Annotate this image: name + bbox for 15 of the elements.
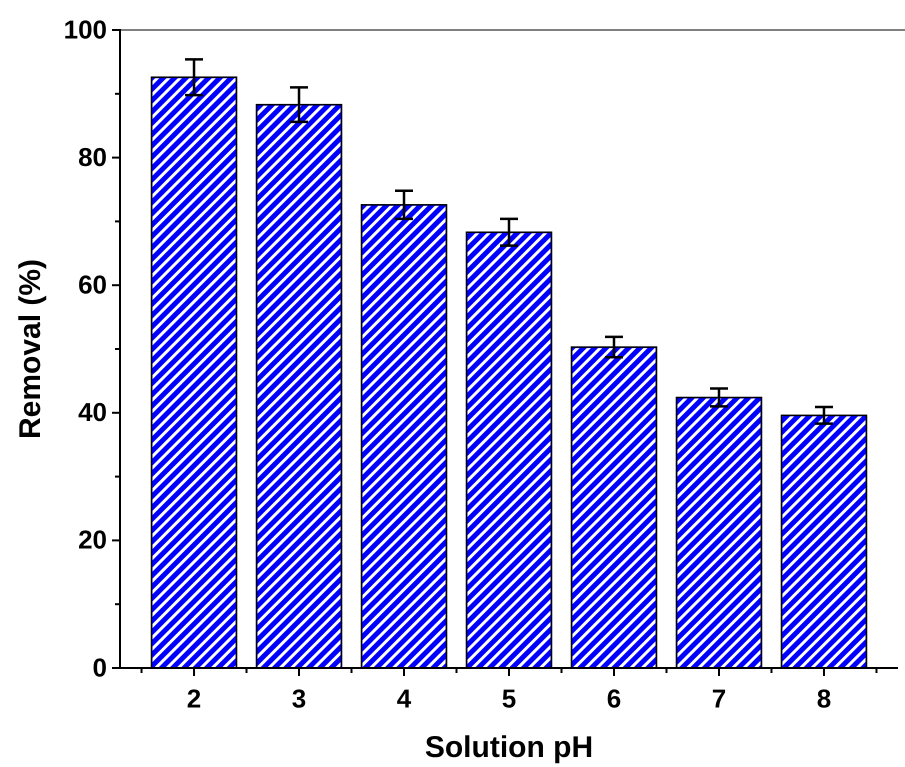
x-tick-label: 7 [712, 684, 726, 714]
x-tick-label: 4 [396, 684, 412, 714]
x-tick-label: 2 [186, 684, 202, 714]
y-tick-label: 20 [78, 524, 107, 555]
y-tick-label: 80 [78, 142, 107, 172]
x-tick-label: 8 [816, 684, 832, 714]
x-tick-label: 5 [502, 684, 516, 714]
x-axis-title: Solution pH [424, 731, 594, 764]
y-tick-label: 60 [78, 270, 107, 300]
x-tick-label: 6 [606, 684, 622, 714]
y-tick-label: 40 [78, 397, 107, 428]
y-tick-label: 0 [92, 652, 107, 682]
y-axis-title: Removal (%) [14, 258, 47, 440]
y-tick-label: 100 [64, 14, 107, 44]
x-tick-label: 3 [292, 684, 306, 714]
